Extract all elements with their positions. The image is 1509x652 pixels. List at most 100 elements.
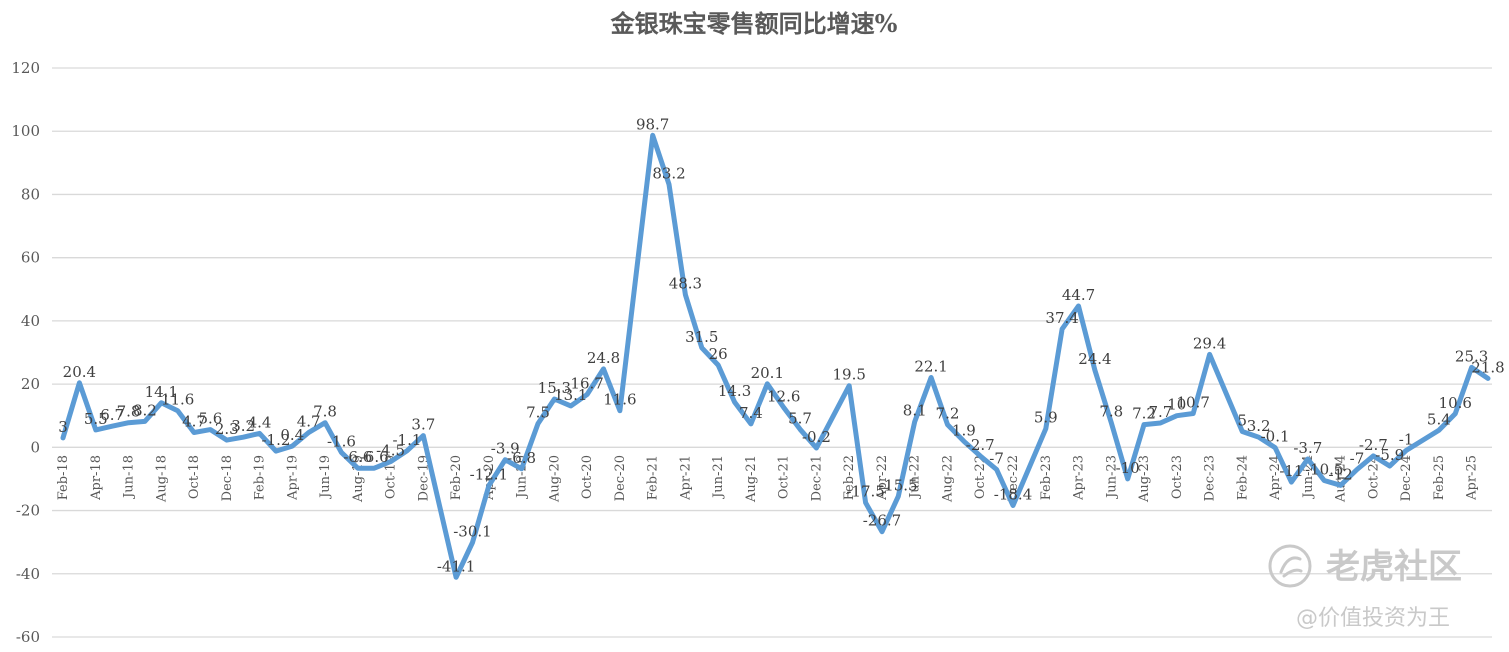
x-tick-label: Feb-19 [253, 455, 268, 500]
data-label: 83.2 [652, 164, 685, 182]
data-label: 10 [1167, 396, 1186, 414]
x-tick-label: Apr-24 [1268, 455, 1283, 501]
x-tick-label: Feb-18 [56, 455, 71, 500]
x-tick-label: Apr-22 [875, 455, 890, 501]
data-label: 7.5 [526, 404, 550, 422]
data-label: -2.7 [966, 436, 995, 454]
data-label: -15.5 [879, 476, 917, 494]
x-tick-label: Oct-19 [384, 455, 399, 499]
data-label: 7.4 [739, 404, 763, 422]
y-tick-label: 100 [11, 122, 40, 140]
data-label: -12.1 [470, 466, 508, 484]
data-label: 16.7 [570, 375, 603, 393]
x-tick-label: Oct-24 [1366, 455, 1381, 499]
y-tick-label: 20 [21, 375, 40, 393]
x-tick-label: Apr-23 [1072, 455, 1087, 501]
data-label: 5.7 [788, 409, 812, 427]
y-tick-label: -20 [16, 502, 40, 520]
data-label: 7.8 [1099, 403, 1123, 421]
data-label: 13.1 [554, 386, 587, 404]
data-label: -26.7 [863, 512, 901, 530]
data-label: 5.6 [198, 410, 222, 428]
x-tick-label: Aug-21 [744, 455, 759, 503]
x-tick-label: Oct-22 [973, 455, 988, 499]
x-tick-label: Dec-24 [1399, 455, 1414, 501]
data-label: -10.5 [1305, 461, 1343, 479]
data-label: 37.4 [1045, 309, 1078, 327]
x-tick-label: Dec-21 [809, 455, 824, 501]
data-label: 24.4 [1078, 350, 1111, 368]
x-tick-label: Apr-25 [1465, 455, 1480, 501]
data-label: 29.4 [1193, 334, 1226, 352]
data-label: 98.7 [636, 115, 669, 133]
x-tick-label: Oct-21 [777, 455, 792, 499]
data-label: 11.6 [161, 391, 194, 409]
data-label: 25.3 [1455, 347, 1488, 365]
x-tick-label: Dec-18 [220, 455, 235, 501]
series-line [60, 132, 1491, 580]
x-tick-label: Feb-21 [646, 455, 661, 500]
data-label: 19.5 [833, 366, 866, 384]
data-label: 3.2 [231, 417, 255, 435]
data-label: 10.6 [1439, 394, 1472, 412]
x-tick-label: Oct-18 [187, 455, 202, 499]
data-label: 20.4 [63, 363, 96, 381]
x-tick-label: Dec-20 [613, 455, 628, 501]
watermark-brand: 老虎社区 [1326, 547, 1462, 587]
x-tick-label: Apr-19 [285, 455, 300, 501]
x-tick-label: Jun-22 [908, 455, 923, 500]
y-tick-label: -40 [16, 565, 40, 583]
data-label: 22.1 [914, 357, 947, 375]
x-tick-label: Feb-24 [1235, 455, 1250, 500]
data-label: 4.7 [297, 412, 321, 430]
data-label: -1 [1399, 430, 1414, 448]
data-label: 26 [709, 345, 728, 363]
x-tick-label: Feb-22 [842, 455, 857, 500]
series-line-group [60, 132, 1491, 580]
data-label: 8.1 [903, 402, 927, 420]
x-tick-label: Dec-19 [416, 455, 431, 501]
x-axis-ticks: Feb-18 Apr-18 Jun-18 Aug-18 Oct-18 Dec-18 Feb-… [56, 455, 1480, 503]
data-label: -5.9 [1375, 446, 1404, 464]
data-label: 5.4 [1427, 410, 1451, 428]
data-label: -0.2 [802, 428, 831, 446]
data-label: 7.2 [936, 405, 960, 423]
x-tick-label: Jun-21 [711, 455, 726, 500]
data-label: 10.7 [1176, 394, 1209, 412]
data-label: 14.1 [145, 383, 178, 401]
y-tick-label: 60 [21, 249, 40, 267]
data-label: -7 [989, 449, 1004, 467]
data-label: 14.3 [718, 382, 751, 400]
x-tick-label: Jun-19 [318, 455, 333, 500]
y-tick-label: 0 [30, 438, 40, 456]
chart-title: 金银珠宝零售额同比增速% [610, 9, 898, 38]
x-tick-label: Aug-24 [1334, 455, 1349, 503]
data-label: 15.3 [538, 379, 571, 397]
x-tick-label: Jun-18 [122, 455, 137, 500]
data-label: 8.2 [133, 401, 157, 419]
y-axis-ticks: -60 -40 -20 0 20 40 60 80 100 120 [11, 59, 40, 646]
data-label: -6.8 [507, 449, 536, 467]
data-label: 5 [1238, 412, 1248, 430]
data-label: 5.9 [1034, 409, 1058, 427]
data-label: -1.6 [327, 432, 356, 450]
data-label: 21.8 [1471, 358, 1504, 376]
watermark: 老虎社区 @价值投资为王 [1268, 544, 1462, 631]
watermark-handle: @价值投资为王 [1296, 606, 1450, 631]
y-tick-label: 80 [21, 185, 40, 203]
data-label: -2.7 [1359, 436, 1388, 454]
data-label: -30.1 [453, 522, 491, 540]
data-label: -17.5 [846, 483, 884, 501]
x-tick-label: Feb-20 [449, 455, 464, 500]
x-tick-label: Aug-22 [940, 455, 955, 503]
x-tick-label: Jun-23 [1104, 455, 1119, 500]
data-label: 44.7 [1062, 286, 1095, 304]
data-label: -7 [1350, 449, 1365, 467]
data-label: 4.4 [248, 413, 272, 431]
x-tick-label: Feb-23 [1039, 455, 1054, 500]
data-label: 7.8 [313, 403, 337, 421]
data-label: -4.5 [376, 442, 405, 460]
data-label: 5.5 [84, 410, 108, 428]
data-label: -1.2 [261, 431, 290, 449]
x-tick-label: Aug-18 [154, 455, 169, 503]
